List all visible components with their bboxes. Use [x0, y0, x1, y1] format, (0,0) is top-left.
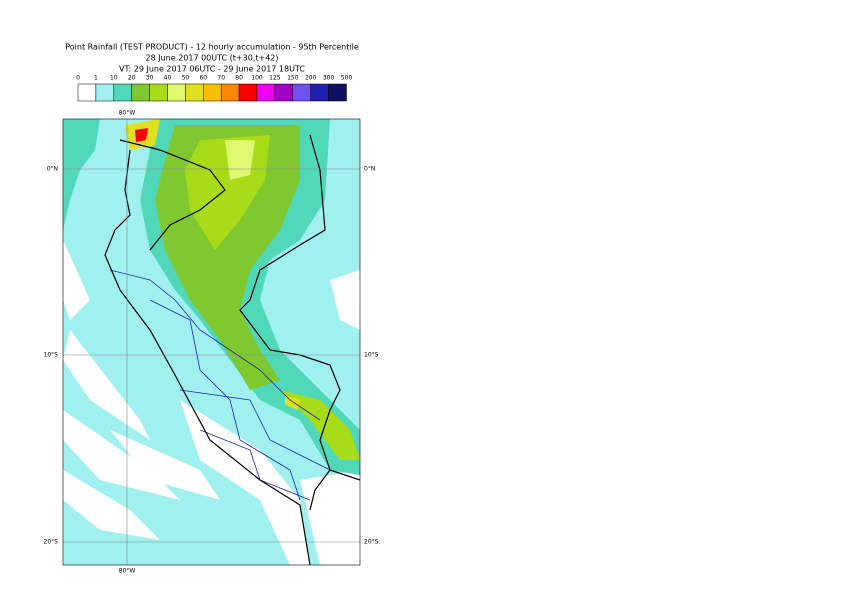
- lat-label: 10°S: [44, 352, 59, 359]
- legend-label: 80: [235, 75, 243, 82]
- legend-label: 70: [217, 75, 225, 82]
- legend-label: 60: [199, 75, 207, 82]
- legend-label: 500: [341, 75, 353, 82]
- legend-swatch: [149, 83, 168, 102]
- legend-label: 50: [182, 75, 190, 82]
- legend-swatch: [167, 83, 186, 102]
- legend-label: 100: [251, 75, 263, 82]
- legend-label: 30: [146, 75, 154, 82]
- legend-swatch: [220, 83, 240, 102]
- legend-swatch: [256, 83, 276, 102]
- legend-label: 40: [164, 75, 172, 82]
- legend-label: 200: [305, 75, 317, 82]
- legend-swatch: [328, 83, 347, 102]
- legend-swatch: [95, 83, 115, 102]
- legend-swatch: [185, 83, 204, 102]
- heavy-area: [225, 140, 255, 180]
- lon-label: 80°W: [119, 568, 136, 575]
- legend-label: 20: [128, 75, 136, 82]
- legend-label: 10: [110, 75, 118, 82]
- lon-label: 80°W: [119, 110, 136, 117]
- legend-swatch: [77, 83, 97, 102]
- lat-label: 0°N: [47, 166, 58, 173]
- lat-label: 20°S: [364, 539, 379, 546]
- lat-label: 20°S: [44, 539, 59, 546]
- legend-label: 125: [269, 75, 281, 82]
- lat-label: 10°S: [364, 352, 379, 359]
- legend-swatch: [310, 83, 329, 102]
- title-line: Point Rainfall (TEST PRODUCT) - 12 hourl…: [65, 43, 359, 52]
- heavy-area: [280, 390, 360, 460]
- lat-label: 0°N: [364, 166, 375, 173]
- heavy-area: [135, 128, 148, 142]
- legend-swatch: [203, 83, 222, 102]
- title-line: VT: 29 June 2017 06UTC - 29 June 2017 18…: [119, 65, 305, 74]
- borders: [104, 134, 360, 565]
- map: [63, 119, 360, 565]
- legend-swatch: [274, 83, 294, 102]
- wet-area: [63, 119, 100, 230]
- legend-label: 150: [287, 75, 299, 82]
- regions: [109, 269, 331, 501]
- legend-swatch: [292, 83, 311, 102]
- legend-swatch: [113, 83, 132, 102]
- legend-label: 1: [94, 75, 98, 82]
- legend-swatch: [131, 83, 150, 102]
- legend-swatch: [238, 83, 258, 102]
- map-frame: [62, 118, 361, 566]
- legend-label: 300: [323, 75, 335, 82]
- legend-label: 0: [76, 75, 80, 82]
- title-line: 28 June 2017 00UTC (t+30,t+42): [146, 54, 279, 63]
